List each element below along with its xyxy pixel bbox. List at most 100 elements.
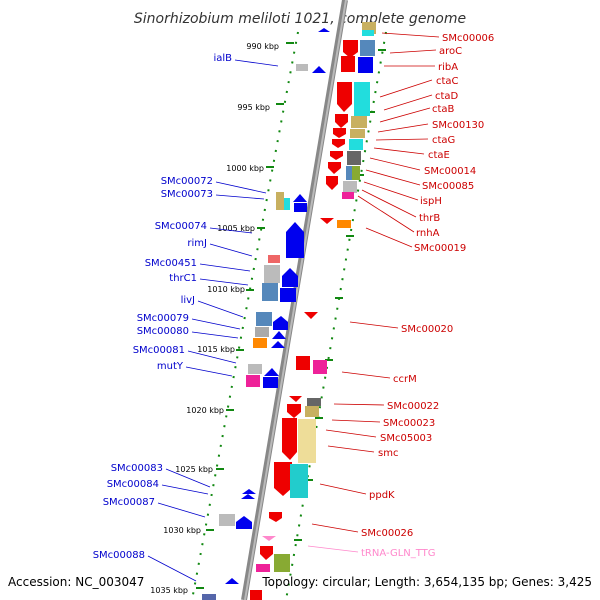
gene-block[interactable] bbox=[246, 375, 260, 387]
gene-label[interactable]: SMc00084 bbox=[107, 479, 159, 490]
gene-arrow[interactable] bbox=[274, 462, 292, 496]
gene-block[interactable] bbox=[248, 364, 262, 374]
gene-arrow[interactable] bbox=[225, 578, 239, 584]
gene-arrow[interactable] bbox=[264, 368, 279, 376]
gene-label[interactable]: ccrM bbox=[393, 374, 417, 385]
gene-label[interactable]: ribA bbox=[438, 62, 458, 73]
gene-label[interactable]: SMc00080 bbox=[137, 326, 189, 337]
gene-label[interactable]: SMc00019 bbox=[414, 243, 466, 254]
gene-block[interactable] bbox=[202, 594, 216, 600]
gene-block[interactable] bbox=[255, 327, 269, 337]
gene-arrow[interactable] bbox=[326, 176, 338, 190]
gene-arrow[interactable] bbox=[287, 404, 301, 418]
gene-block[interactable] bbox=[360, 40, 375, 56]
gene-arrow[interactable] bbox=[242, 489, 256, 494]
gene-block[interactable] bbox=[250, 590, 262, 600]
gene-block[interactable] bbox=[347, 151, 361, 165]
gene-block[interactable] bbox=[362, 30, 374, 36]
gene-arrow[interactable] bbox=[312, 66, 326, 73]
gene-label[interactable]: ctaG bbox=[432, 135, 455, 146]
gene-arrow[interactable] bbox=[289, 396, 302, 402]
gene-block[interactable] bbox=[349, 139, 363, 150]
gene-arrow[interactable] bbox=[236, 516, 252, 529]
gene-label[interactable]: SMc00014 bbox=[424, 166, 476, 177]
gene-block[interactable] bbox=[343, 181, 357, 193]
gene-arrow[interactable] bbox=[273, 316, 288, 330]
gene-label[interactable]: SMc00072 bbox=[161, 176, 213, 187]
gene-block[interactable] bbox=[350, 129, 365, 138]
gene-arrow[interactable] bbox=[304, 312, 318, 319]
gene-block[interactable] bbox=[263, 377, 278, 388]
gene-arrow[interactable] bbox=[271, 341, 285, 348]
gene-arrow[interactable] bbox=[335, 114, 348, 128]
gene-label[interactable]: ialB bbox=[213, 53, 232, 64]
gene-arrow[interactable] bbox=[241, 494, 255, 499]
gene-block[interactable] bbox=[256, 312, 272, 326]
gene-block[interactable] bbox=[264, 265, 280, 283]
gene-label[interactable]: SMc05003 bbox=[380, 433, 432, 444]
gene-label[interactable]: SMc00026 bbox=[361, 528, 413, 539]
gene-arrow[interactable] bbox=[328, 162, 341, 174]
gene-label[interactable]: SMc00073 bbox=[161, 189, 213, 200]
gene-block[interactable] bbox=[284, 198, 290, 210]
gene-block[interactable] bbox=[290, 464, 308, 498]
gene-arrow[interactable] bbox=[282, 268, 298, 287]
gene-arrow[interactable] bbox=[272, 331, 286, 339]
gene-label[interactable]: SMc00022 bbox=[387, 401, 439, 412]
gene-label[interactable]: SMc00006 bbox=[442, 33, 494, 44]
gene-arrow[interactable] bbox=[330, 151, 343, 160]
gene-arrow[interactable] bbox=[318, 28, 330, 32]
gene-block[interactable] bbox=[337, 220, 351, 228]
gene-block[interactable] bbox=[341, 56, 355, 72]
gene-block[interactable] bbox=[342, 192, 354, 199]
gene-label[interactable]: rimJ bbox=[187, 238, 207, 249]
gene-arrow[interactable] bbox=[269, 512, 282, 522]
gene-label[interactable]: ppdK bbox=[369, 490, 395, 501]
gene-label[interactable]: smc bbox=[378, 448, 398, 459]
gene-label[interactable]: SMc00087 bbox=[103, 497, 155, 508]
gene-label[interactable]: SMc00079 bbox=[137, 313, 189, 324]
gene-block[interactable] bbox=[296, 356, 310, 370]
gene-label[interactable]: ispH bbox=[420, 196, 442, 207]
gene-label[interactable]: SMc00074 bbox=[155, 221, 207, 232]
gene-label[interactable]: livJ bbox=[181, 295, 195, 306]
gene-label[interactable]: SMc00083 bbox=[111, 463, 163, 474]
gene-arrow[interactable] bbox=[293, 194, 307, 202]
gene-arrow[interactable] bbox=[333, 128, 346, 138]
gene-block[interactable] bbox=[253, 338, 267, 348]
gene-label[interactable]: thrB bbox=[419, 213, 440, 224]
gene-label[interactable]: mutY bbox=[157, 361, 184, 372]
gene-label[interactable]: ctaB bbox=[432, 104, 455, 115]
gene-arrow[interactable] bbox=[260, 546, 273, 560]
gene-block[interactable] bbox=[274, 554, 290, 572]
gene-block[interactable] bbox=[346, 166, 356, 180]
gene-arrow[interactable] bbox=[286, 222, 304, 258]
gene-arrow[interactable] bbox=[320, 218, 334, 224]
gene-label[interactable]: SMc00020 bbox=[401, 324, 453, 335]
gene-block[interactable] bbox=[352, 166, 360, 180]
gene-arrow[interactable] bbox=[337, 82, 352, 112]
gene-label[interactable]: aroC bbox=[439, 46, 462, 57]
gene-label[interactable]: SMc00085 bbox=[422, 181, 474, 192]
gene-block[interactable] bbox=[298, 419, 316, 463]
gene-block[interactable] bbox=[313, 360, 327, 374]
gene-label[interactable]: SMc00081 bbox=[133, 345, 185, 356]
gene-label[interactable]: tRNA-GLN_TTG bbox=[361, 548, 436, 559]
gene-block[interactable] bbox=[219, 514, 235, 526]
gene-label[interactable]: SMc00088 bbox=[93, 550, 145, 561]
gene-block[interactable] bbox=[294, 203, 307, 212]
gene-arrow[interactable] bbox=[332, 139, 345, 148]
gene-block[interactable] bbox=[262, 283, 278, 301]
gene-block[interactable] bbox=[256, 564, 270, 572]
gene-block[interactable] bbox=[305, 406, 319, 417]
gene-block[interactable] bbox=[354, 82, 370, 116]
gene-label[interactable]: SMc00451 bbox=[145, 258, 197, 269]
gene-label[interactable]: ctaC bbox=[436, 76, 459, 87]
gene-block[interactable] bbox=[351, 116, 367, 128]
gene-label[interactable]: ctaD bbox=[435, 91, 459, 102]
gene-block[interactable] bbox=[276, 192, 284, 210]
gene-label[interactable]: rnhA bbox=[416, 228, 440, 239]
gene-label[interactable]: SMc00130 bbox=[432, 120, 484, 131]
gene-block[interactable] bbox=[280, 288, 296, 302]
gene-arrow[interactable] bbox=[262, 536, 276, 541]
